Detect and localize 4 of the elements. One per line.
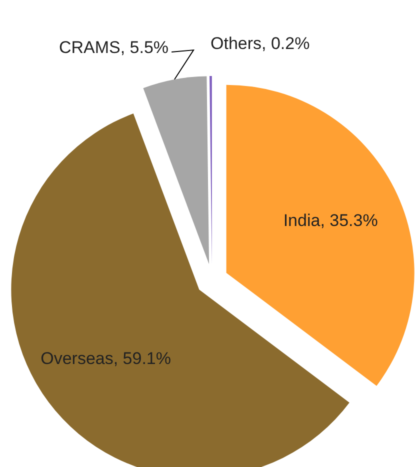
slice-label: Others, 0.2% [210,33,310,55]
slice-label: India, 35.3% [283,210,378,232]
slice-label: Overseas, 59.1% [40,348,172,370]
slice-label: CRAMS, 5.5% [58,37,169,60]
